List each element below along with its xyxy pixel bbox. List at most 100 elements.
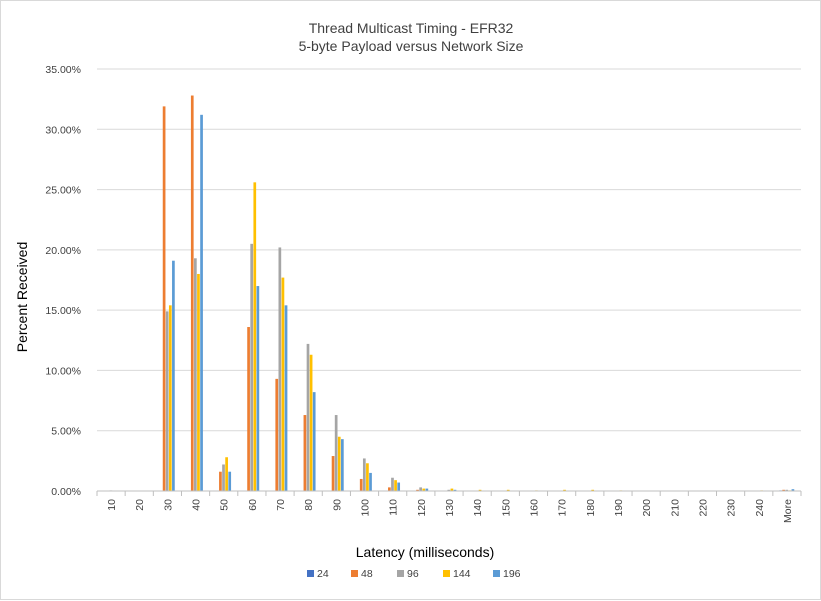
legend-swatch <box>493 570 500 577</box>
x-tick-label: 30 <box>162 499 174 511</box>
bar-series-196-60 <box>256 286 260 491</box>
x-tick-label: 80 <box>303 499 315 511</box>
bar-series-196-130 <box>453 489 457 491</box>
x-tick-label: 180 <box>585 499 597 517</box>
legend-label: 48 <box>361 568 373 580</box>
y-tick-label: 15.00% <box>45 305 81 317</box>
bar-series-144-40 <box>197 273 200 491</box>
bar-series-144-50 <box>225 457 228 491</box>
y-tick-label: 35.00% <box>45 64 81 76</box>
x-tick-label: 40 <box>191 499 203 511</box>
x-tick-label: 150 <box>500 499 512 517</box>
x-tick-label: 50 <box>219 499 231 511</box>
x-tick-label: More <box>782 499 794 523</box>
x-tick-label: 120 <box>416 499 428 517</box>
bar-series-48-40 <box>190 95 194 492</box>
bar-series-196-90 <box>341 439 344 491</box>
x-tick-label: 130 <box>444 499 456 517</box>
bar-series-196-80 <box>312 392 316 491</box>
bar-series-96-110 <box>391 477 394 491</box>
x-tick-label: 210 <box>669 499 681 517</box>
bar-series-48-60 <box>247 327 250 491</box>
bar-series-196-30 <box>172 260 175 491</box>
bar-series-144-150 <box>506 489 510 491</box>
bar-series-144-80 <box>309 354 313 491</box>
y-tick-label: 25.00% <box>45 185 81 197</box>
y-tick-label: 10.00% <box>45 365 81 377</box>
bar-series-48-90 <box>331 456 335 491</box>
legend-item-96: 96 <box>397 568 419 580</box>
bar-series-144-100 <box>366 463 369 491</box>
bar-series-144-90 <box>337 436 341 491</box>
legend-item-24: 24 <box>307 568 329 580</box>
legend-label: 144 <box>453 568 471 580</box>
legend-item-196: 196 <box>493 568 521 580</box>
x-tick-label: 60 <box>247 499 259 511</box>
bar-series-196-120 <box>425 488 429 491</box>
bar-series-48-100 <box>359 478 363 491</box>
legend-label: 196 <box>503 568 521 580</box>
x-tick-label: 230 <box>726 499 738 517</box>
bar-series-48-80 <box>303 415 307 491</box>
bar-series-144-120 <box>422 488 426 491</box>
bar-series-196-110 <box>397 482 401 491</box>
bar-series-96-90 <box>334 415 338 491</box>
bar-series-144-130 <box>450 488 454 491</box>
x-axis-title: Latency (milliseconds) <box>356 544 495 560</box>
legend-swatch <box>443 570 450 577</box>
legend: 24 48 96 144 196 <box>307 568 521 580</box>
bar-series-96-70 <box>278 247 282 491</box>
bar-series-48-30 <box>162 106 166 492</box>
chart-subtitle: 5-byte Payload versus Network Size <box>299 38 524 54</box>
bar-series-144-170 <box>563 489 566 491</box>
bar-series-144-70 <box>281 277 285 491</box>
x-tick-label: 200 <box>641 499 653 517</box>
x-tick-label: 10 <box>106 499 118 511</box>
bar-series-96-More <box>785 489 789 491</box>
bar-series-196-70 <box>284 305 288 491</box>
x-tick-label: 220 <box>697 499 709 517</box>
bar-series-96-60 <box>250 243 254 491</box>
bar-series-96-100 <box>362 458 366 491</box>
bar-series-96-40 <box>194 258 197 491</box>
y-tick-label: 20.00% <box>45 245 81 257</box>
y-axis-title: Percent Received <box>14 242 30 353</box>
x-tick-label: 100 <box>360 499 372 517</box>
x-tick-label: 90 <box>331 499 343 511</box>
x-tick-label: 170 <box>557 499 569 517</box>
x-tick-label: 20 <box>134 499 146 511</box>
x-tick-label: 110 <box>388 499 400 516</box>
bar-series-144-30 <box>168 305 172 491</box>
x-tick-label: 70 <box>275 499 287 511</box>
bar-series-196-50 <box>228 471 232 491</box>
bar-series-96-50 <box>222 464 225 491</box>
legend-item-144: 144 <box>443 568 471 580</box>
bar-series-196-More <box>791 489 795 491</box>
legend-label: 96 <box>407 568 419 580</box>
bar-series-144-140 <box>478 489 482 491</box>
bar-series-48-110 <box>388 487 391 491</box>
bar-series-96-80 <box>306 343 310 491</box>
bar-series-196-100 <box>369 472 372 491</box>
bar-series-48-70 <box>275 378 279 491</box>
bar-series-144-110 <box>394 480 397 491</box>
chart-title: Thread Multicast Timing - EFR32 <box>309 20 514 36</box>
x-tick-label: 190 <box>613 499 625 517</box>
legend-swatch <box>307 570 314 577</box>
bar-series-144-60 <box>253 182 257 491</box>
x-tick-label: 140 <box>472 499 484 517</box>
x-tick-label: 160 <box>528 499 540 517</box>
bar-series-144-180 <box>591 489 595 491</box>
y-tick-label: 30.00% <box>45 124 81 136</box>
bars <box>109 95 795 492</box>
bar-series-48-More <box>782 489 785 491</box>
legend-item-48: 48 <box>351 568 373 580</box>
legend-swatch <box>397 570 404 577</box>
bar-series-96-130 <box>447 489 451 491</box>
y-tick-label: 0.00% <box>51 486 81 498</box>
bar-series-196-40 <box>200 114 203 492</box>
bar-series-48-50 <box>219 471 222 491</box>
bar-series-96-30 <box>165 311 169 491</box>
